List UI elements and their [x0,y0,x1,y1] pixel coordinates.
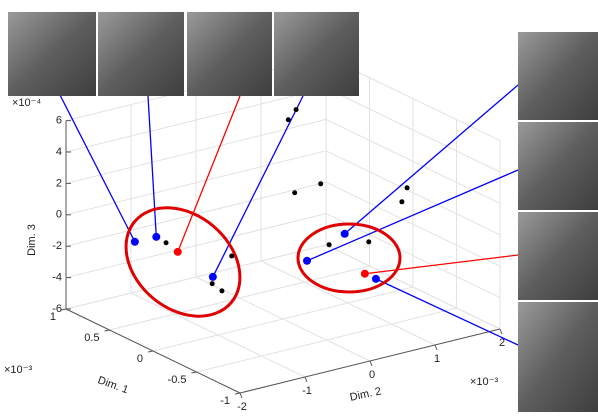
x-tick [192,372,197,373]
z-tick-label: 6 [56,115,62,127]
point [327,242,332,247]
thumbnail [98,12,184,96]
connectors [60,85,518,345]
thumbnail [274,12,359,96]
thumbnail [8,12,96,96]
y-tick-label: -1 [302,385,312,397]
point [361,270,369,278]
point [210,281,215,286]
point [174,248,182,256]
point [292,190,297,195]
y-tick-label: -2 [237,401,247,413]
z-label: Dim. 3 [26,224,38,256]
connector [148,96,156,237]
y-label: Dim. 2 [349,385,383,403]
x-tick-label: 0.5 [84,332,99,344]
y-tick [305,377,307,382]
z-tick-label: -6 [52,303,62,315]
thumbnail [518,122,598,210]
y-tick [500,329,502,334]
x-tick-label: 0 [137,353,143,365]
point [294,107,299,112]
cluster-ellipse [105,186,262,339]
point [341,230,349,238]
point [152,233,160,241]
point [366,239,371,244]
point [219,288,224,293]
x-tick [148,351,153,352]
page: {"chart_data": {"type": "scatter3d", "xl… [0,0,598,416]
x-exponent: ×10⁻³ [4,364,32,376]
point [399,199,404,204]
thumbnails [8,12,598,412]
y-exponent: ×10⁻³ [470,376,498,388]
y-tick [240,393,242,398]
point [318,181,323,186]
grid-line [261,261,435,345]
thumbnail [187,12,272,96]
thumbnail [518,302,598,412]
x-label: Dim. 1 [96,374,130,396]
z-exponent: ×10⁻⁴ [12,97,41,109]
point [286,117,291,122]
x-tick [235,393,240,394]
z-tick-label: 0 [56,209,62,221]
point [405,185,410,190]
point [131,238,139,246]
x-tick-label: -0.5 [168,374,187,386]
y-tick [435,345,437,350]
y-tick-label: 0 [369,369,375,381]
connector [213,96,303,277]
thumbnail [518,32,598,120]
point [372,275,380,283]
chart: -1-0.500.51-2-1012-6-4-20246 Dim. 3 ×10⁻… [0,0,598,416]
point [209,273,217,281]
connector [376,279,518,345]
z-tick-label: 2 [56,177,62,189]
y-tick-label: 1 [434,353,440,365]
thumbnail [518,212,598,300]
z-tick-label: 4 [56,146,62,158]
y-tick [370,361,372,366]
connector [365,255,518,274]
grid-line [131,293,305,377]
point [229,253,234,258]
point [303,257,311,265]
point [164,240,169,245]
x-tick [105,330,110,331]
connector [60,95,135,242]
x-tick-label: -1 [220,395,230,407]
z-tick-label: -2 [52,240,62,252]
z-tick-label: -4 [52,272,62,284]
